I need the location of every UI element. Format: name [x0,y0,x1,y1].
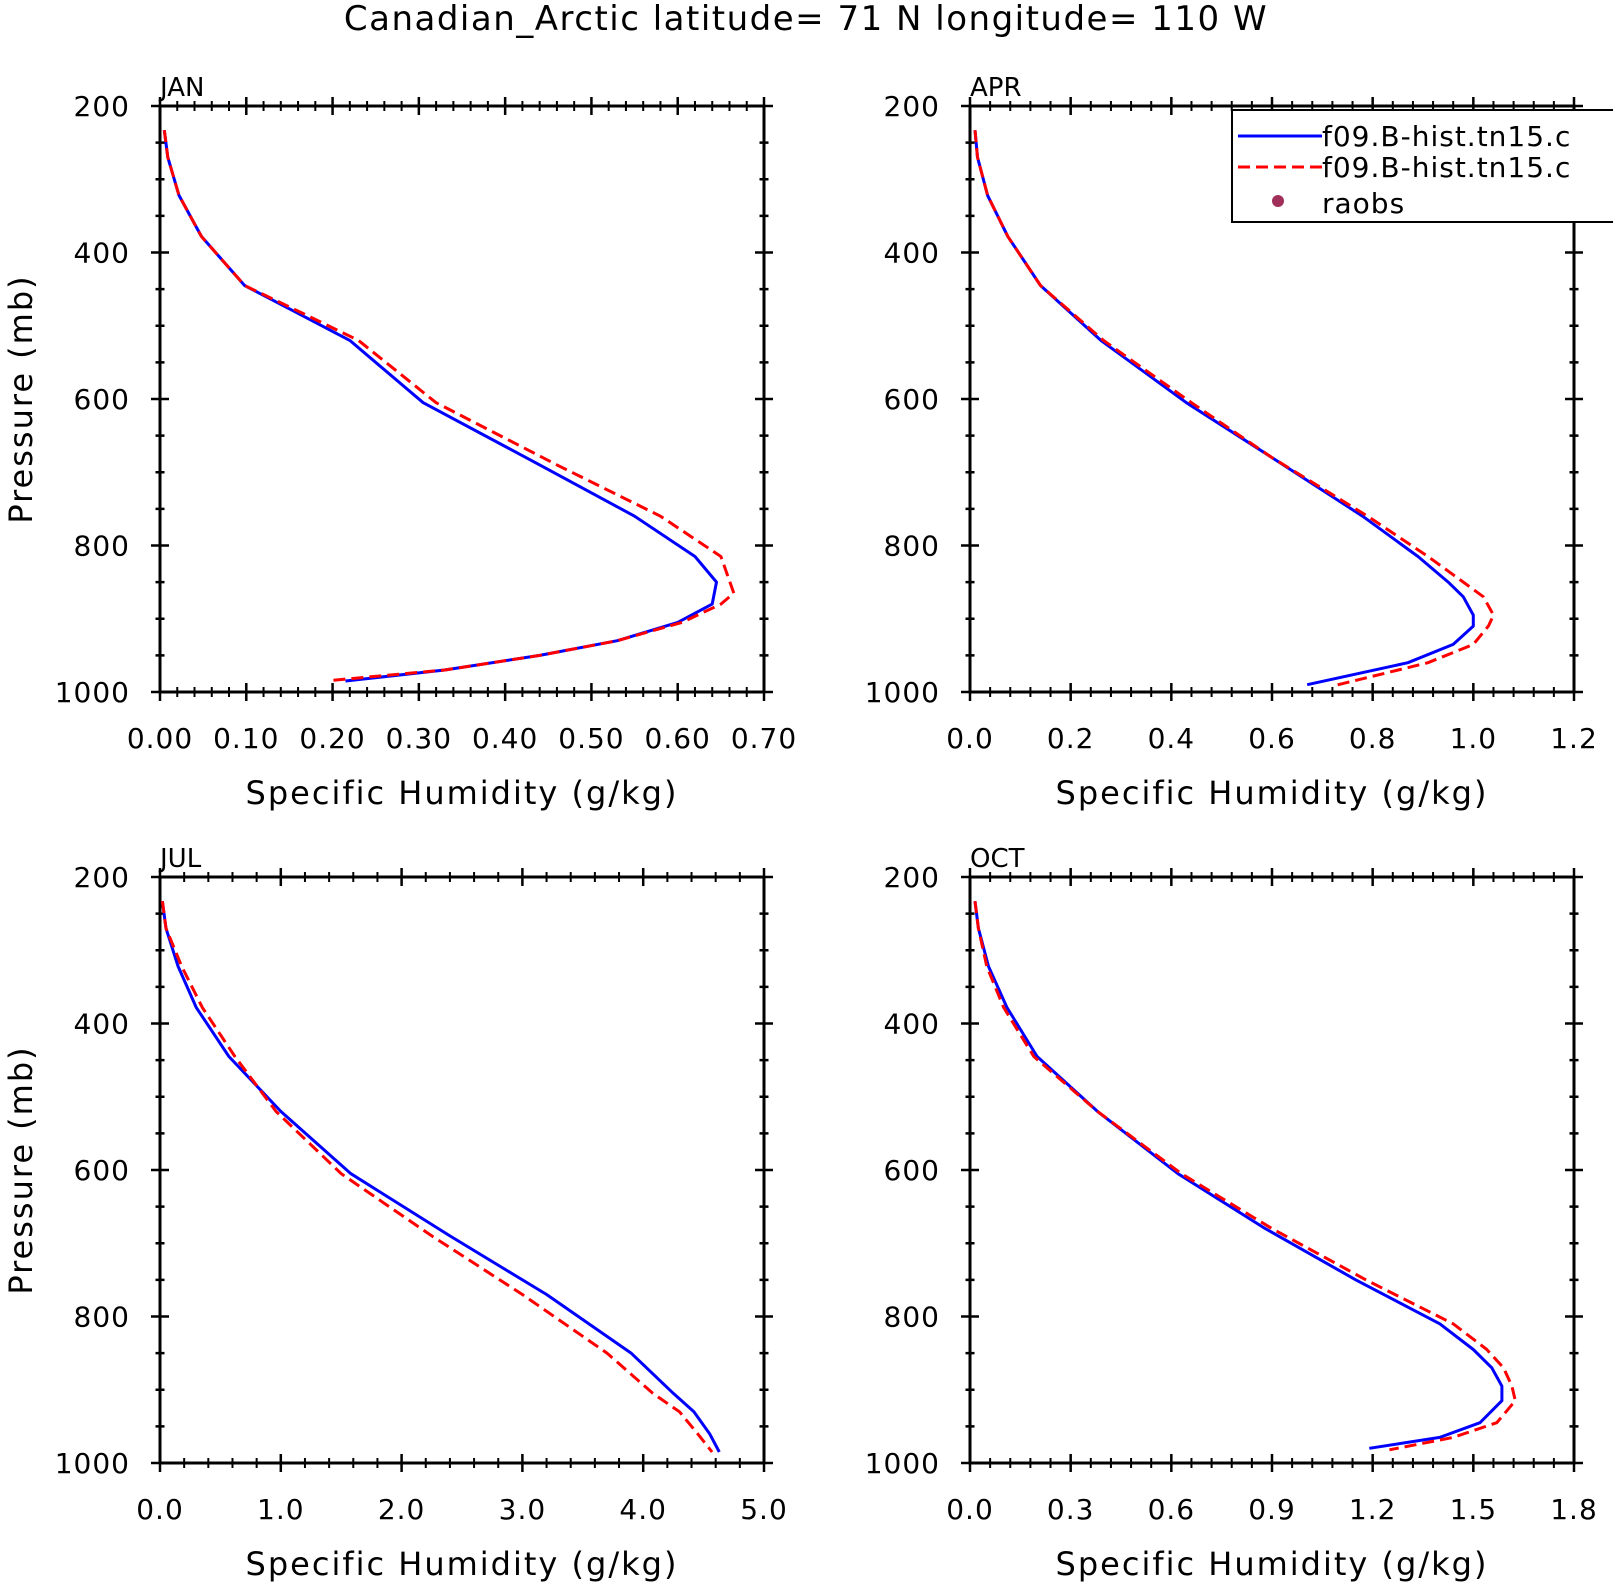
y-axis-title: Pressure (mb) [2,1045,40,1294]
x-tick-label: 0.8 [1349,722,1397,755]
series-red-dashed-line [162,130,736,682]
x-tick-label: 0.30 [386,722,452,755]
y-tick-label: 600 [74,383,130,416]
x-axis-title: Specific Humidity (g/kg) [246,774,679,812]
y-tick-label: 200 [74,861,130,894]
y-tick-label: 800 [884,530,940,563]
y-tick-label: 400 [74,237,130,270]
panel-label: OCT [970,844,1025,874]
panel-label: JAN [158,73,204,103]
x-tick-label: 0.6 [1248,722,1296,755]
x-tick-label: 1.5 [1450,1493,1498,1526]
x-tick-label: 0.60 [645,722,711,755]
plot-frame [158,875,766,1465]
x-tick-label: 5.0 [740,1493,788,1526]
x-tick-label: 0.2 [1047,722,1095,755]
y-tick-label: 400 [884,1008,940,1041]
y-tick-label: 200 [74,90,130,123]
y-axis-title: Pressure (mb) [2,274,40,523]
y-tick-label: 400 [74,1008,130,1041]
x-tick-label: 1.0 [257,1493,305,1526]
legend-label: raobs [1322,187,1405,220]
x-tick-label: 0.50 [558,722,624,755]
panel-label: APR [970,73,1022,103]
x-tick-label: 4.0 [619,1493,667,1526]
x-tick-label: 0.3 [1047,1493,1095,1526]
y-tick-label: 600 [74,1154,130,1187]
x-tick-label: 3.0 [499,1493,547,1526]
y-tick-label: 400 [884,237,940,270]
x-axis-title: Specific Humidity (g/kg) [246,1545,679,1583]
y-tick-label: 800 [74,530,130,563]
y-tick-label: 200 [884,861,940,894]
x-tick-label: 0.00 [127,722,193,755]
x-tick-label: 0.40 [472,722,538,755]
panels-group: JAN 200 400 600 800 1000 0.00 0.10 0.20 0.30 0.40 0… [2,73,1598,1583]
x-tick-label: 1.8 [1550,1493,1598,1526]
panel-jan: JAN 200 400 600 800 1000 0.00 0.10 0.20 0.30 0.40 0… [2,73,797,812]
x-tick-label: 0.4 [1148,722,1196,755]
y-tick-label: 200 [884,90,940,123]
x-tick-label: 0.10 [213,722,279,755]
y-tick-label: 1000 [865,676,940,709]
series-red-dashed-line [973,130,1495,688]
x-axis-title: Specific Humidity (g/kg) [1056,774,1489,812]
x-tick-label: 1.0 [1450,722,1498,755]
series-blue-solid-line [160,901,721,1453]
y-tick-label: 600 [884,1154,940,1187]
x-tick-label: 0.20 [299,722,365,755]
y-tick-label: 800 [884,1301,940,1334]
x-tick-label: 0.9 [1248,1493,1296,1526]
x-tick-label: 2.0 [378,1493,426,1526]
chart-title: Canadian_Arctic latitude= 71 N longitude… [344,0,1268,39]
x-tick-label: 0.70 [731,722,797,755]
x-tick-label: 0.6 [1148,1493,1196,1526]
y-tick-label: 600 [884,383,940,416]
x-tick-label: 1.2 [1349,1493,1397,1526]
plot-frame [968,875,1576,1465]
series-blue-solid-line [162,130,718,683]
legend-label: f09.B-hist.tn15.c [1322,120,1571,153]
panel-label: JUL [158,844,202,874]
x-tick-label: 1.2 [1550,722,1598,755]
series-red-dashed-line [160,901,714,1453]
y-tick-label: 1000 [865,1447,940,1480]
y-tick-label: 800 [74,1301,130,1334]
x-tick-label: 0.0 [946,722,994,755]
x-axis-title: Specific Humidity (g/kg) [1056,1545,1489,1583]
plot-frame [158,104,766,694]
series-red-dashed-line [973,901,1517,1452]
x-tick-label: 0.0 [946,1493,994,1526]
y-tick-label: 1000 [55,676,130,709]
y-tick-label: 1000 [55,1447,130,1480]
series-blue-solid-line [973,901,1504,1450]
x-tick-label: 0.0 [136,1493,184,1526]
legend-label: f09.B-hist.tn15.c [1322,151,1571,184]
legend-marker-raobs [1272,195,1284,207]
